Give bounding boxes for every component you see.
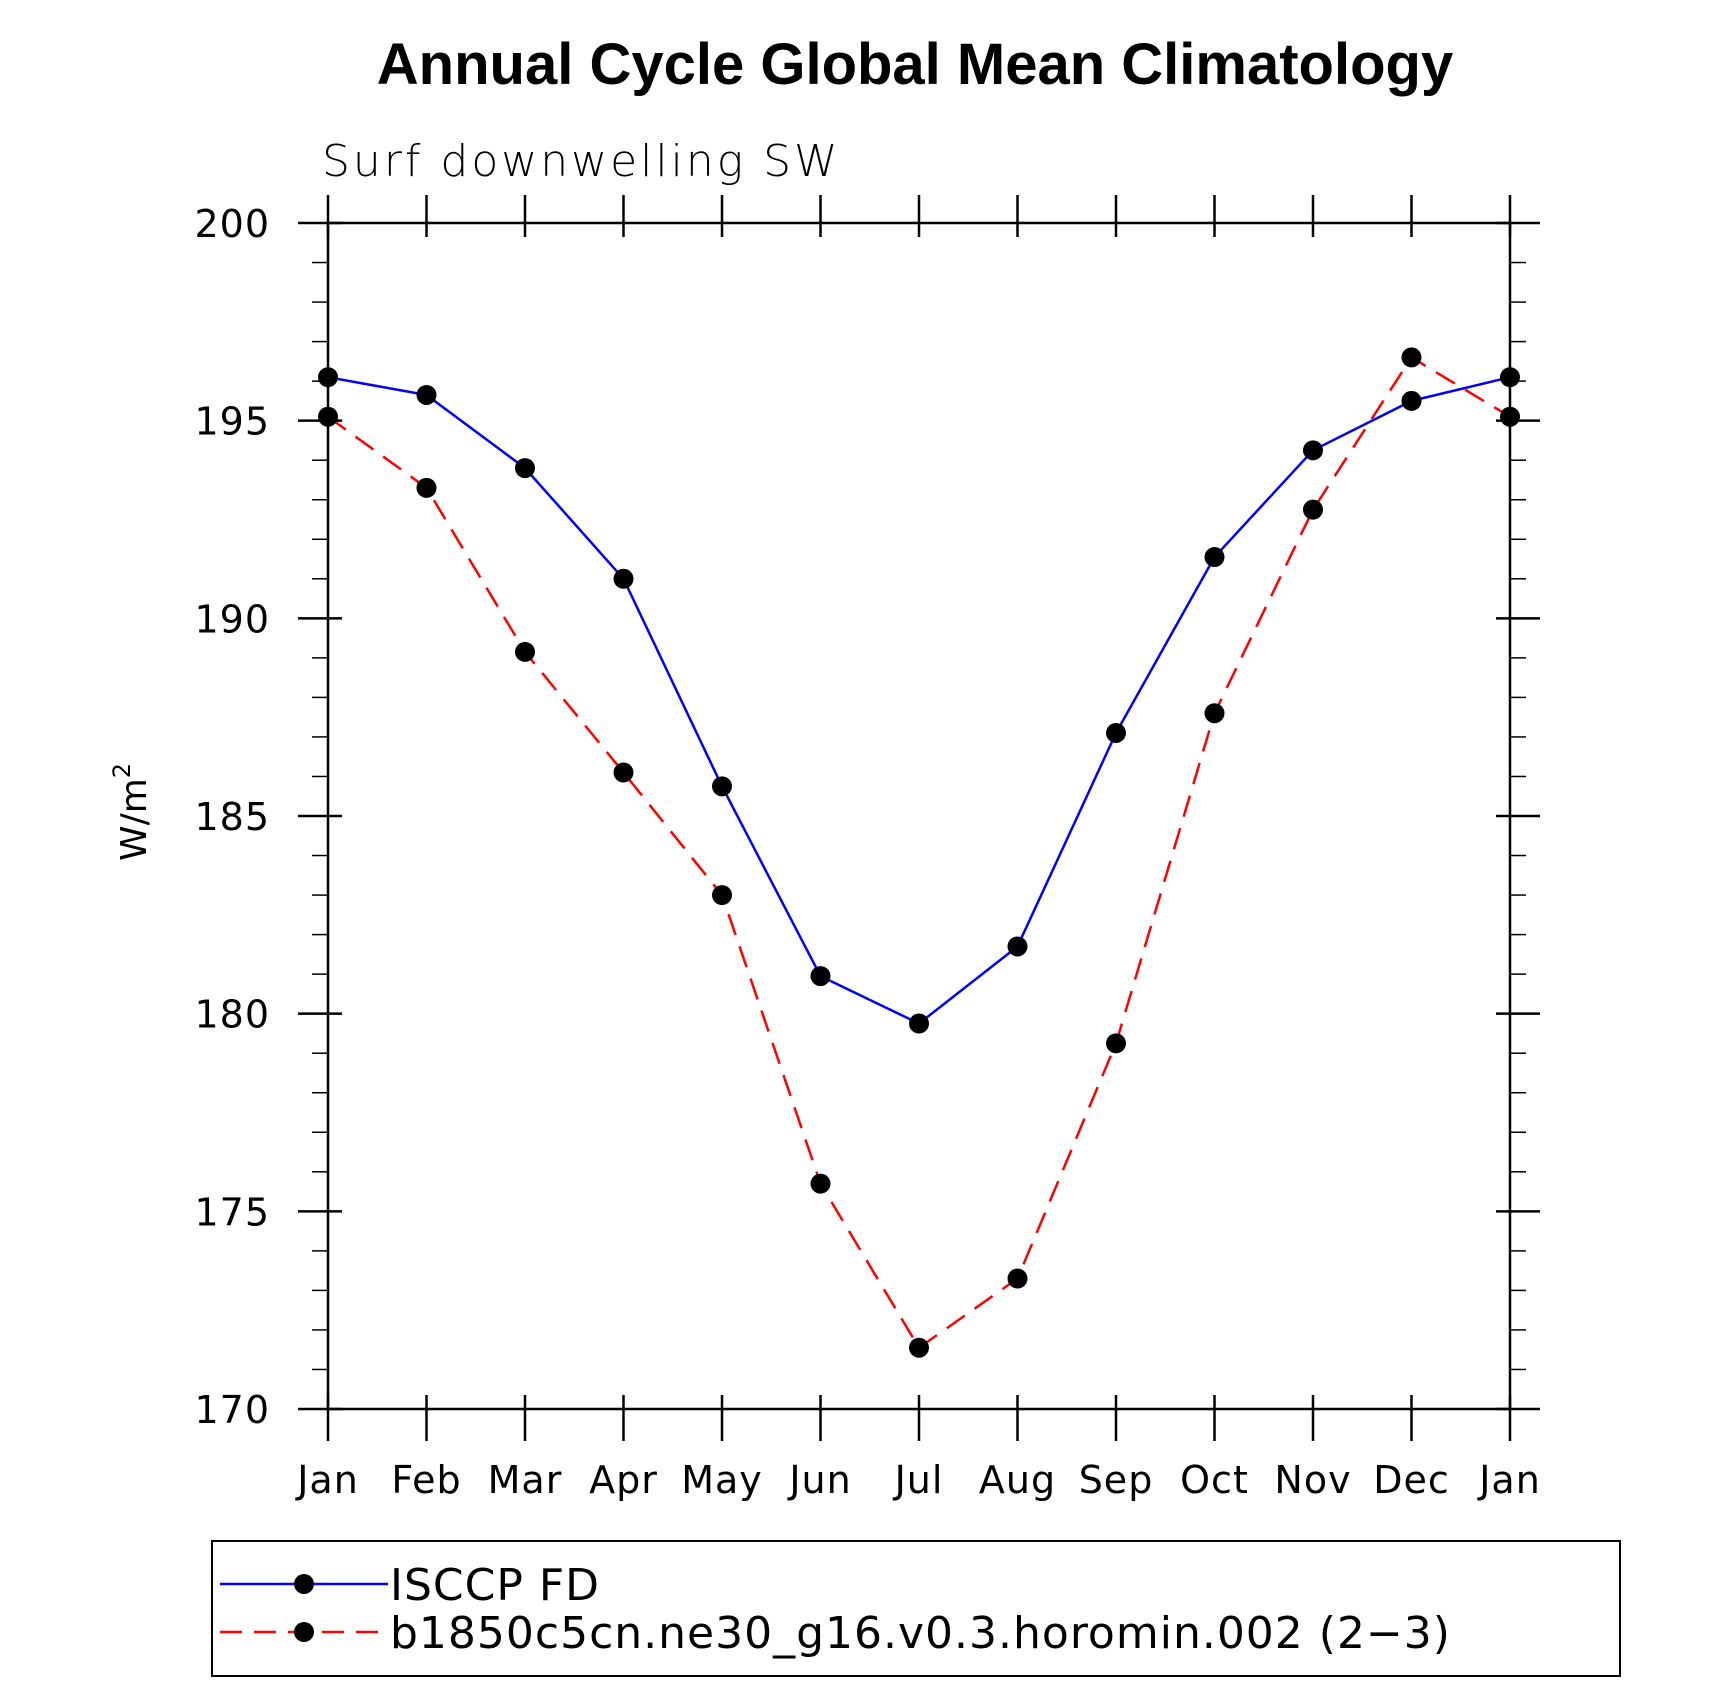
legend-label-series-1: ISCCP FD	[390, 1560, 600, 1611]
x-tick-label: Jun	[787, 1458, 851, 1502]
legend: ISCCP FD b1850c5cn.ne30_g16.v0.3.horomin…	[211, 1540, 1621, 1677]
series-2-point	[1106, 1033, 1126, 1054]
series-2-point	[613, 762, 634, 783]
y-tick-label: 195	[194, 400, 270, 444]
y-tick-label: 200	[194, 202, 270, 246]
series-1-point	[318, 367, 338, 388]
series-1-point	[909, 1013, 929, 1034]
series-2-point	[1303, 499, 1323, 520]
series-1-point	[1303, 440, 1323, 461]
series-1-point	[1204, 547, 1225, 568]
legend-label-series-2: b1850c5cn.ne30_g16.v0.3.horomin.002 (2−3…	[390, 1608, 1451, 1659]
y-tick-label: 180	[194, 993, 270, 1037]
series-line-1	[327, 375, 1511, 1025]
series-2-point	[1401, 347, 1422, 368]
series-2-point	[1007, 1268, 1028, 1289]
x-tick-label: Feb	[391, 1458, 461, 1502]
series-line-2	[327, 356, 1511, 1349]
series-1-point	[1106, 722, 1126, 743]
x-tick-label: Mar	[488, 1458, 563, 1502]
x-tick-label: Nov	[1274, 1458, 1351, 1502]
series-2-point	[515, 641, 535, 662]
x-tick-label: May	[681, 1458, 763, 1502]
x-tick-label: Jan	[295, 1458, 359, 1502]
series-1-point	[1401, 390, 1422, 411]
series-1-point	[712, 776, 732, 797]
x-tick-label: Jan	[1477, 1458, 1541, 1502]
series-2-point	[1500, 406, 1520, 427]
series-2-point	[712, 885, 732, 906]
y-tick-label: 175	[194, 1190, 270, 1234]
series-1-point	[810, 966, 831, 987]
x-tick-label: Oct	[1180, 1458, 1249, 1502]
series-1-point	[613, 568, 634, 589]
x-tick-label: Sep	[1079, 1458, 1154, 1502]
series-2-point	[810, 1173, 831, 1194]
y-axis-label-base: W/m	[114, 778, 155, 861]
series-1-point	[416, 384, 437, 405]
series-2-point	[1204, 703, 1225, 724]
y-tick-label: 185	[194, 795, 270, 839]
plot-frame	[326, 221, 1512, 1411]
series-1-point	[515, 458, 535, 479]
series-2-point	[318, 406, 338, 427]
y-axis-label-superscript: 2	[108, 763, 136, 778]
legend-marker-series-1	[294, 1574, 314, 1594]
series-2-point	[416, 477, 437, 498]
plot-area: Jan Feb Mar Apr May Jun Jul Aug Sep Oct Nov Dec Jan 1…	[194, 195, 1540, 1502]
chart-subtitle: Surf downwelling SW	[322, 136, 841, 187]
x-tick-label: Jul	[893, 1458, 944, 1502]
x-tick-label: Apr	[589, 1458, 658, 1502]
y-tick-label: 190	[194, 597, 270, 641]
chart-title: Annual Cycle Global Mean Climatology	[377, 32, 1453, 97]
series-1-point	[1500, 367, 1520, 388]
legend-marker-series-2	[294, 1622, 314, 1642]
series-1-point	[1007, 936, 1028, 957]
x-tick-label: Dec	[1373, 1458, 1450, 1502]
x-tick-label: Aug	[979, 1458, 1056, 1502]
legend-box	[211, 1540, 1621, 1677]
series-2-point	[909, 1337, 929, 1358]
y-tick-label: 170	[194, 1388, 270, 1432]
y-axis-label: W/m2	[108, 763, 155, 861]
